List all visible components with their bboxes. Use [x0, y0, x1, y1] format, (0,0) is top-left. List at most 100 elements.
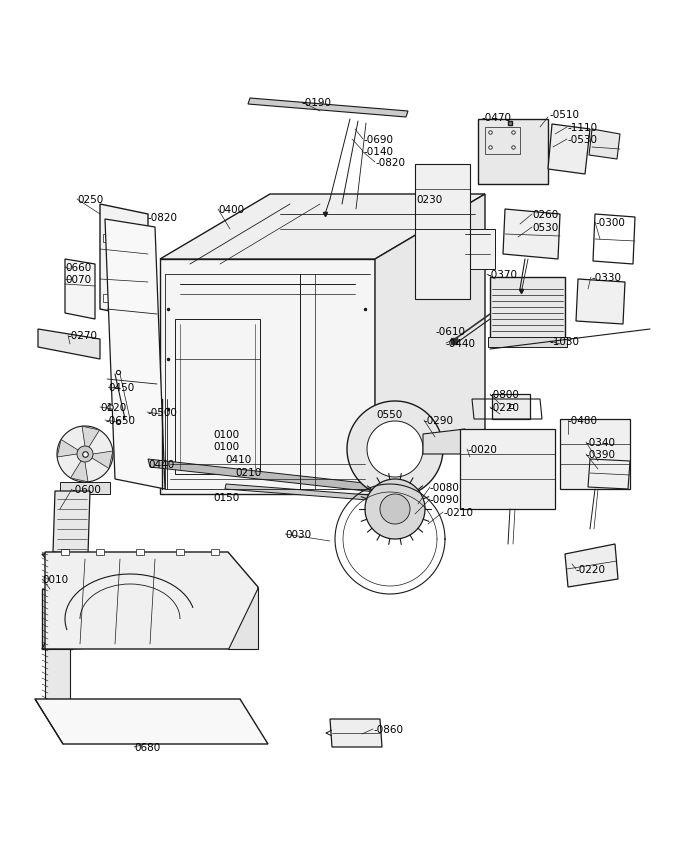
Text: 0100: 0100	[213, 430, 239, 439]
Polygon shape	[365, 480, 425, 539]
Text: -0290: -0290	[424, 416, 454, 425]
Text: 0410: 0410	[225, 455, 251, 464]
Polygon shape	[35, 699, 268, 744]
Text: -0220: -0220	[576, 564, 606, 574]
Text: -0650: -0650	[105, 416, 135, 425]
Text: -0860: -0860	[373, 724, 403, 734]
Text: -0800: -0800	[490, 389, 520, 400]
Text: -0340: -0340	[586, 437, 616, 448]
Text: -0610: -0610	[436, 326, 466, 337]
Text: -0270: -0270	[68, 331, 98, 341]
Text: 0230: 0230	[416, 195, 442, 205]
Polygon shape	[148, 460, 402, 495]
Text: -1110: -1110	[567, 123, 597, 133]
Polygon shape	[560, 419, 630, 489]
Text: 0530: 0530	[532, 223, 558, 232]
Polygon shape	[45, 649, 70, 699]
Text: 0150: 0150	[213, 492, 239, 503]
Bar	[136, 549, 144, 555]
Text: 0210: 0210	[235, 468, 261, 478]
Text: -0510: -0510	[549, 110, 579, 120]
Polygon shape	[105, 220, 165, 489]
Bar	[61, 549, 69, 555]
Text: 0030: 0030	[285, 530, 311, 539]
Text: -0330: -0330	[591, 273, 621, 282]
Polygon shape	[42, 589, 72, 649]
Text: 0550: 0550	[376, 410, 403, 419]
Text: 0440: 0440	[148, 460, 174, 469]
Text: -0500: -0500	[147, 407, 177, 418]
Polygon shape	[100, 205, 148, 319]
Polygon shape	[42, 554, 255, 649]
Text: -1030: -1030	[550, 337, 580, 347]
Polygon shape	[565, 544, 618, 587]
Polygon shape	[60, 482, 110, 494]
Polygon shape	[415, 164, 470, 300]
Polygon shape	[330, 719, 382, 747]
Polygon shape	[160, 260, 375, 494]
Polygon shape	[380, 494, 410, 524]
Polygon shape	[228, 587, 258, 649]
Bar	[103, 235, 111, 243]
Text: -0080: -0080	[430, 482, 460, 492]
Text: 0660: 0660	[65, 263, 91, 273]
Polygon shape	[82, 427, 99, 450]
Text: 0010: 0010	[42, 574, 68, 585]
Text: 0070: 0070	[65, 275, 91, 285]
Polygon shape	[375, 195, 485, 494]
Text: -0140: -0140	[363, 147, 393, 157]
Polygon shape	[488, 338, 567, 348]
Polygon shape	[71, 459, 88, 482]
Text: -0190: -0190	[302, 98, 332, 108]
Polygon shape	[160, 195, 485, 260]
Bar	[176, 549, 184, 555]
Bar	[103, 294, 111, 303]
Polygon shape	[478, 120, 548, 185]
Polygon shape	[423, 430, 465, 455]
Text: -0470: -0470	[482, 113, 512, 123]
Polygon shape	[589, 130, 620, 160]
Text: -0220: -0220	[490, 403, 520, 412]
Text: -0370: -0370	[487, 269, 517, 280]
Bar	[460, 230, 495, 269]
Text: -0820: -0820	[375, 158, 405, 168]
Polygon shape	[248, 99, 408, 118]
Text: 0400: 0400	[218, 205, 244, 214]
Text: -0210: -0210	[443, 507, 473, 517]
Text: -0440: -0440	[446, 338, 476, 349]
Text: -0480: -0480	[568, 416, 598, 425]
Text: 0250: 0250	[77, 195, 103, 205]
Text: 0120: 0120	[100, 403, 126, 412]
Text: -0020: -0020	[467, 444, 497, 455]
Polygon shape	[490, 278, 565, 339]
Text: -0530: -0530	[567, 135, 597, 145]
Text: -0390: -0390	[586, 449, 616, 460]
Polygon shape	[42, 554, 255, 589]
Polygon shape	[89, 451, 113, 469]
Text: 0100: 0100	[213, 442, 239, 451]
Text: 0260: 0260	[532, 210, 558, 220]
Polygon shape	[503, 210, 560, 260]
Text: -0600: -0600	[72, 485, 102, 494]
Polygon shape	[492, 394, 530, 419]
Polygon shape	[57, 426, 113, 482]
Bar	[211, 549, 219, 555]
Text: -0820: -0820	[148, 213, 178, 223]
Polygon shape	[548, 125, 590, 175]
Polygon shape	[38, 330, 100, 360]
Polygon shape	[367, 422, 423, 478]
Polygon shape	[77, 447, 93, 462]
Bar	[96, 549, 104, 555]
Text: -0300: -0300	[595, 218, 625, 228]
Polygon shape	[347, 401, 443, 498]
Polygon shape	[576, 280, 625, 325]
Polygon shape	[65, 260, 95, 319]
Text: 0680: 0680	[134, 742, 160, 753]
Polygon shape	[460, 430, 555, 510]
Polygon shape	[53, 492, 90, 554]
Text: -0690: -0690	[363, 135, 393, 145]
Text: -0090: -0090	[430, 494, 460, 505]
Polygon shape	[45, 553, 258, 649]
Text: 0450: 0450	[108, 382, 134, 393]
Polygon shape	[225, 485, 421, 505]
